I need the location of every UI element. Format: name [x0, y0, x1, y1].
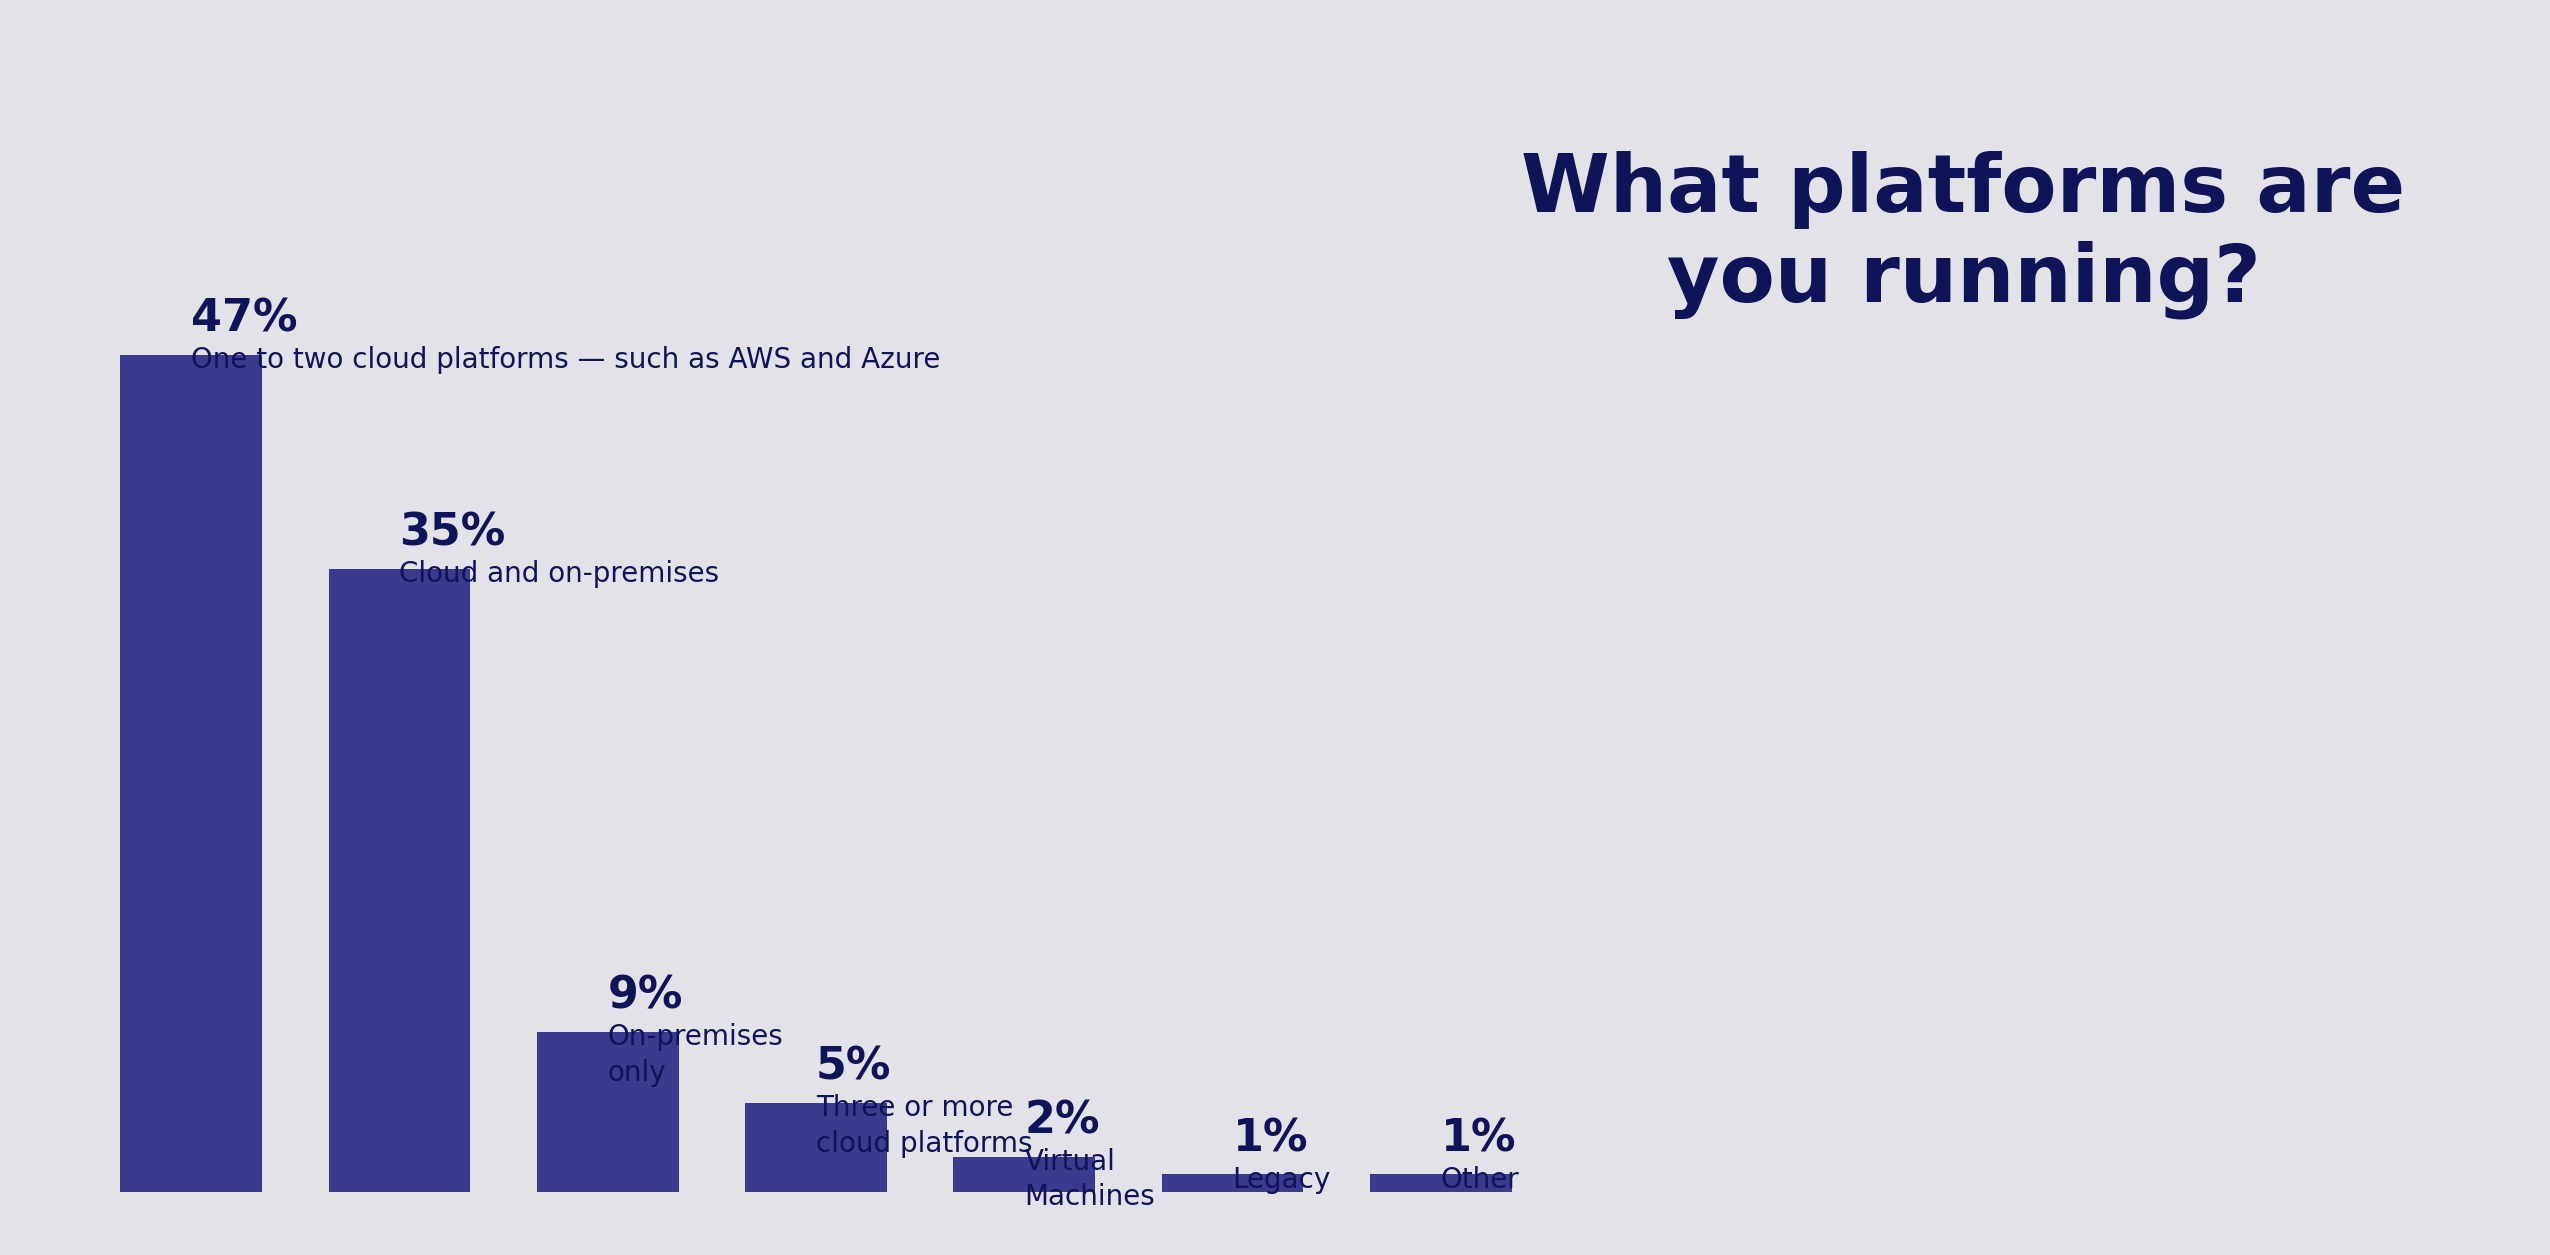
Text: Legacy: Legacy [1232, 1166, 1331, 1194]
Text: 35%: 35% [400, 512, 505, 555]
Text: What platforms are
you running?: What platforms are you running? [1522, 151, 2405, 319]
Text: 5%: 5% [816, 1045, 892, 1089]
Bar [954, 1157, 1094, 1192]
Text: One to two cloud platforms — such as AWS and Azure: One to two cloud platforms — such as AWS… [191, 346, 941, 374]
Text: Three or more
cloud platforms: Three or more cloud platforms [816, 1094, 1033, 1158]
Bar [1369, 1175, 1512, 1192]
Text: 47%: 47% [191, 297, 298, 341]
Text: 2%: 2% [1025, 1099, 1099, 1142]
Bar [329, 569, 469, 1192]
Bar [120, 355, 263, 1192]
Text: Cloud and on-premises: Cloud and on-premises [400, 560, 719, 587]
Text: 1%: 1% [1232, 1117, 1308, 1160]
Bar [1163, 1175, 1303, 1192]
Text: 9%: 9% [607, 975, 683, 1018]
Text: Other: Other [1441, 1166, 1520, 1194]
Bar [538, 1032, 678, 1192]
Text: 1%: 1% [1441, 1117, 1517, 1160]
Text: On-premises
only: On-premises only [607, 1023, 783, 1087]
Bar [745, 1103, 887, 1192]
Text: Virtual
Machines: Virtual Machines [1025, 1148, 1155, 1211]
